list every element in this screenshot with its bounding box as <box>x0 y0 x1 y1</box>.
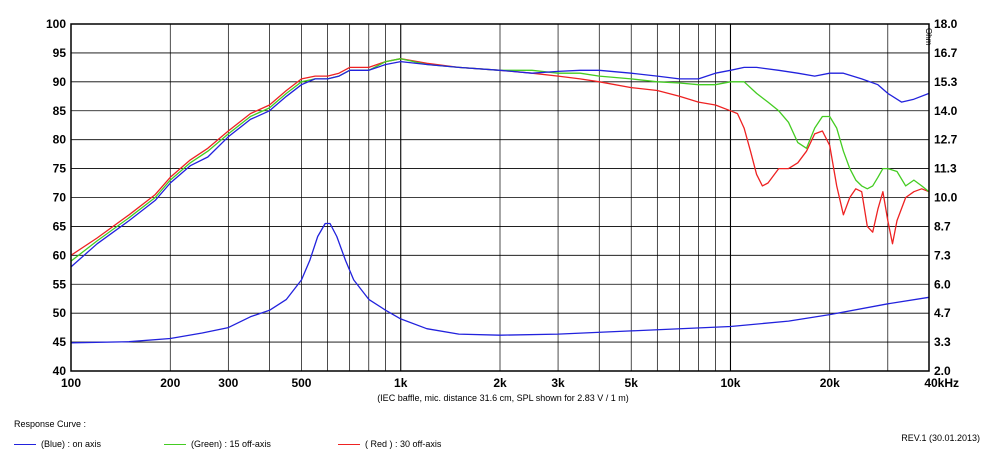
x-tick-label: 100 <box>61 376 81 390</box>
x-tick-label: 300 <box>218 376 238 390</box>
legend-item-blue: (Blue) : on axis <box>14 439 101 449</box>
x-tick-label: 40kHz <box>924 376 959 390</box>
legend-swatch-blue <box>14 443 36 445</box>
response-curve-0 <box>70 60 930 268</box>
right-axis-unit: Ohm <box>924 28 933 46</box>
x-tick-label: 200 <box>160 376 180 390</box>
y2-tick-label: 14.0 <box>934 104 958 118</box>
y-tick-label: 80 <box>53 133 67 147</box>
impedance-curve <box>70 222 930 344</box>
legend-title: Response Curve : <box>14 419 87 429</box>
legend-label-red: ( Red ) : 30 off-axis <box>365 439 442 449</box>
y-tick-label: 60 <box>53 248 67 262</box>
y-tick-label: 70 <box>53 191 67 205</box>
x-tick-label: 10k <box>720 376 740 390</box>
legend-item-green: (Green) : 15 off-axis <box>164 439 271 449</box>
x-axis-caption: (IEC baffle, mic. distance 31.6 cm, SPL … <box>377 393 629 403</box>
y2-tick-label: 4.7 <box>934 306 951 320</box>
response-curve-2 <box>70 58 930 256</box>
y2-tick-label: 3.3 <box>934 335 951 349</box>
y2-tick-label: 18.0 <box>934 17 958 31</box>
legend-label-blue: (Blue) : on axis <box>41 439 102 449</box>
response-curves <box>70 58 930 344</box>
x-tick-label: 20k <box>820 376 840 390</box>
y-tick-label: 55 <box>53 277 67 291</box>
y2-tick-label: 6.0 <box>934 277 951 291</box>
y-tick-label: 65 <box>53 219 67 233</box>
legend-swatch-red <box>338 443 360 445</box>
legend-label-green: (Green) : 15 off-axis <box>191 439 271 449</box>
y2-tick-label: 15.3 <box>934 75 958 89</box>
y2-tick-label: 8.7 <box>934 219 951 233</box>
y-tick-label: 75 <box>53 162 67 176</box>
axis-ticks: 100 95 90 85 80 75 70 65 60 55 50 45 40 18.0 16.7 15.3 1… <box>46 17 959 390</box>
x-tick-label: 2k <box>493 376 507 390</box>
frequency-response-chart: 100 95 90 85 80 75 70 65 60 55 50 45 40 18.0 16.7 15.3 1… <box>46 17 959 403</box>
y2-tick-label: 2.0 <box>934 364 951 378</box>
x-tick-label: 5k <box>625 376 639 390</box>
x-tick-label: 3k <box>551 376 565 390</box>
x-tick-label: 500 <box>291 376 311 390</box>
y-tick-label: 90 <box>53 75 67 89</box>
legend-item-red: ( Red ) : 30 off-axis <box>338 439 441 449</box>
y-tick-label: 95 <box>53 46 67 60</box>
y2-tick-label: 16.7 <box>934 46 958 60</box>
response-curve-1 <box>70 58 930 262</box>
legend-swatch-green <box>164 443 186 445</box>
y-tick-label: 100 <box>46 17 66 31</box>
y2-tick-label: 10.0 <box>934 191 958 205</box>
revision-label: REV.1 (30.01.2013) <box>901 433 980 443</box>
y-tick-label: 50 <box>53 306 67 320</box>
y2-tick-label: 12.7 <box>934 133 958 147</box>
plot-border <box>70 23 930 372</box>
x-tick-label: 1k <box>394 376 408 390</box>
y-tick-label: 40 <box>53 364 67 378</box>
y2-tick-label: 7.3 <box>934 248 951 262</box>
grid-lines <box>71 24 929 371</box>
y-tick-label: 85 <box>53 104 67 118</box>
y-tick-label: 45 <box>53 335 67 349</box>
y2-tick-label: 11.3 <box>934 162 957 176</box>
